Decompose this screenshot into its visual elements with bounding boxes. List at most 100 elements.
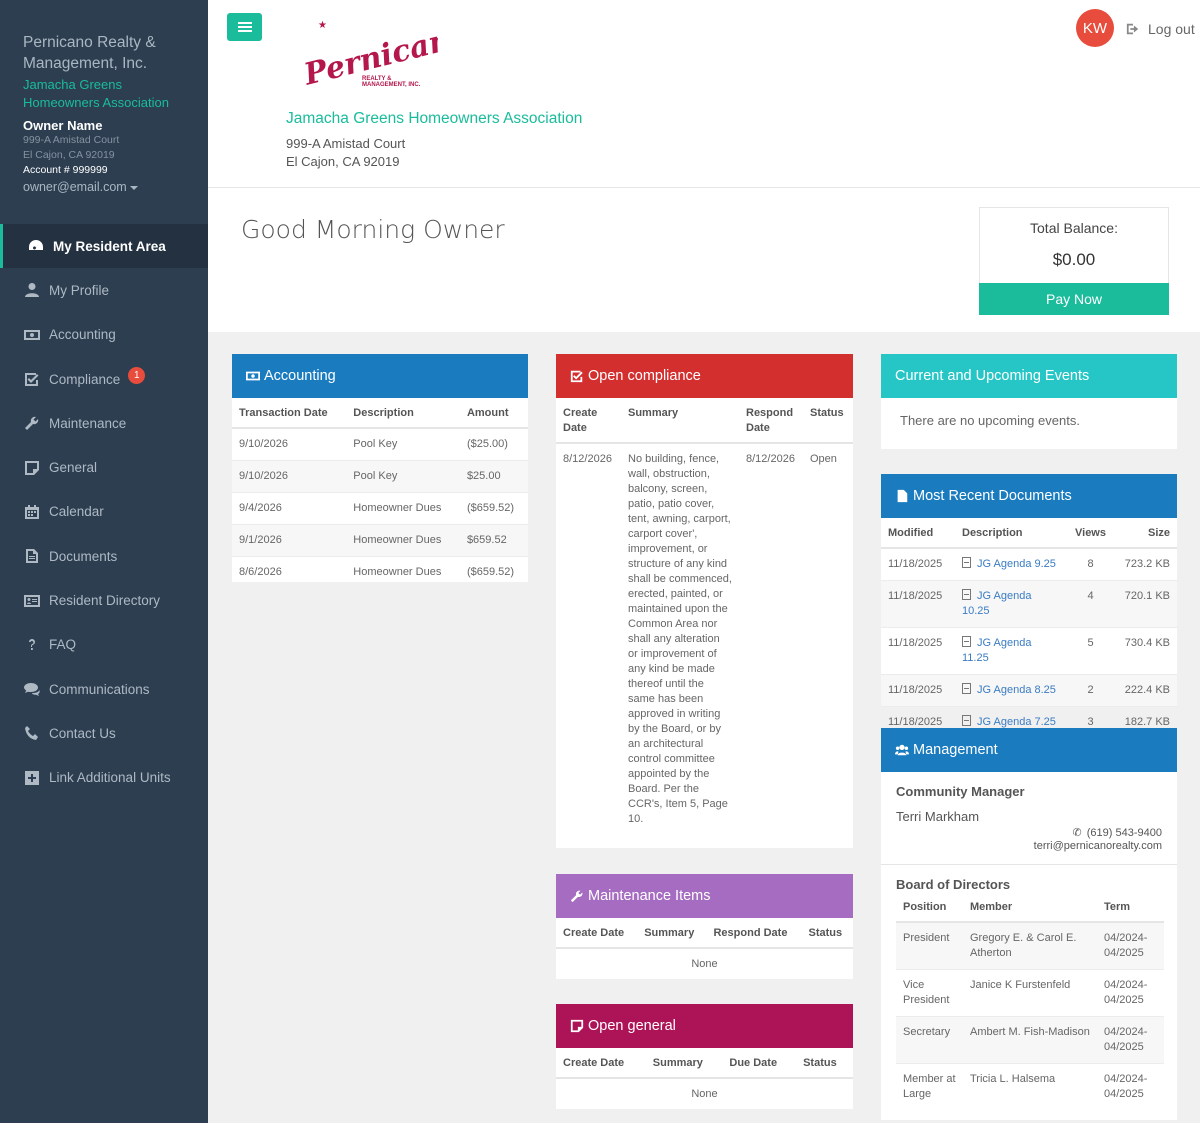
sidebar-item-accounting[interactable]: Accounting — [0, 313, 208, 357]
management-panel-header[interactable]: Management — [881, 728, 1177, 772]
general-panel: Open general Create Date Summary Due Dat… — [556, 1004, 853, 1110]
column-header[interactable]: Respond Date — [739, 398, 803, 444]
date-cell: 9/10/2026 — [232, 460, 347, 493]
column-header[interactable]: Summary — [621, 398, 739, 444]
sidebar-item-calendar[interactable]: Calendar — [0, 490, 208, 534]
user-avatar[interactable]: KW — [1076, 9, 1114, 47]
table-row[interactable]: 9/1/2026 Homeowner Dues $659.52 — [232, 524, 528, 557]
documents-panel-header[interactable]: Most Recent Documents — [881, 474, 1177, 518]
document-link[interactable]: JG Agenda 9.25 — [977, 558, 1056, 570]
sidebar-item-compliance[interactable]: Compliance 1 — [0, 357, 208, 401]
money-icon — [246, 371, 260, 381]
community-manager-name: Terri Markham — [896, 809, 980, 824]
amount-cell: $25.00 — [459, 460, 528, 493]
sidebar-item-maintenance[interactable]: Maintenance — [0, 401, 208, 445]
general-panel-header[interactable]: Open general — [556, 1004, 853, 1048]
note-icon — [23, 460, 41, 476]
column-header[interactable]: Description — [955, 518, 1068, 549]
email-label: owner@email.com — [23, 180, 127, 194]
column-header[interactable]: Views — [1068, 518, 1113, 549]
sidebar-item-my-profile[interactable]: My Profile — [0, 268, 208, 312]
size-cell: 720.1 KB — [1113, 580, 1177, 628]
table-row[interactable]: 11/18/2025 JG Agenda 8.25 2 222.4 KB — [881, 674, 1177, 707]
table-row[interactable]: 8/12/2026 No building, fence, wall, obst… — [556, 442, 853, 835]
position-cell: President — [896, 921, 963, 970]
manager-email[interactable]: terri@pernicanorealty.com — [1033, 840, 1162, 852]
column-header[interactable]: Status — [803, 398, 853, 444]
sidebar-item-label: Accounting — [49, 327, 116, 343]
column-header[interactable]: Respond Date — [706, 918, 802, 949]
accounting-panel-header[interactable]: Accounting — [232, 354, 528, 398]
table-row: President Gregory E. & Carol E. Atherton 0… — [896, 921, 1164, 970]
events-panel-header[interactable]: Current and Upcoming Events — [881, 354, 1177, 398]
sidebar-item-faq[interactable]: FAQ — [0, 623, 208, 667]
balance-box: Total Balance: $0.00 Pay Now — [979, 207, 1169, 315]
create-date-cell: 8/12/2026 — [556, 442, 621, 835]
logout-label: Log out — [1148, 21, 1195, 37]
document-link[interactable]: JG Agenda 11.25 — [962, 637, 1032, 664]
pdf-file-icon — [962, 715, 971, 726]
table-row[interactable]: 8/6/2026 Homeowner Dues ($659.52) — [232, 556, 528, 588]
sidebar-item-documents[interactable]: Documents — [0, 534, 208, 578]
sidebar-item-label: Maintenance — [49, 415, 127, 431]
hoa-name: Jamacha Greens Homeowners Association — [23, 77, 169, 110]
pay-now-button[interactable]: Pay Now — [979, 283, 1169, 315]
table-row[interactable]: 11/18/2025 JG Agenda 10.25 4 720.1 KB — [881, 580, 1177, 628]
svg-text:REALTY &: REALTY & — [362, 76, 392, 82]
column-header[interactable]: Status — [801, 918, 853, 949]
sidebar-item-resident-directory[interactable]: Resident Directory — [0, 578, 208, 622]
table-row[interactable]: 9/10/2026 Pool Key ($25.00) — [232, 427, 528, 461]
sidebar-item-link-additional-units[interactable]: Link Additional Units — [0, 756, 208, 800]
table-row[interactable]: 9/10/2026 Pool Key $25.00 — [232, 460, 528, 493]
document-link[interactable]: JG Agenda 8.25 — [977, 684, 1056, 696]
sidebar-item-communications[interactable]: Communications — [0, 667, 208, 711]
description-cell: Homeowner Dues — [346, 556, 460, 588]
date-cell: 9/1/2026 — [232, 524, 347, 557]
document-link[interactable]: JG Agenda 7.25 — [977, 716, 1056, 728]
address-card-icon — [23, 593, 41, 609]
events-empty-message: There are no upcoming events. — [900, 413, 1080, 428]
views-cell: 8 — [1068, 547, 1113, 581]
check-square-icon — [570, 370, 583, 383]
table-row[interactable]: 11/18/2025 JG Agenda 11.25 5 730.4 KB — [881, 627, 1177, 675]
term-cell: 04/2024-04/2025 — [1097, 1063, 1164, 1110]
column-header[interactable]: Create Date — [556, 918, 638, 949]
column-header[interactable]: Modified — [881, 518, 955, 549]
logout-link[interactable]: Log out — [1126, 21, 1195, 37]
sign-out-icon — [1126, 23, 1139, 35]
modified-cell: 11/18/2025 — [881, 674, 955, 707]
column-header[interactable]: Create Date — [556, 398, 621, 444]
date-cell: 8/6/2026 — [232, 556, 347, 588]
document-icon — [23, 548, 41, 564]
column-header[interactable]: Summary — [637, 918, 707, 949]
maintenance-panel-header[interactable]: Maintenance Items — [556, 874, 853, 918]
menu-toggle-button[interactable] — [227, 13, 262, 41]
column-header[interactable]: Description — [346, 398, 460, 429]
column-header[interactable]: Status — [796, 1048, 853, 1079]
column-header[interactable]: Transaction Date — [232, 398, 347, 429]
caret-down-icon — [129, 185, 138, 190]
column-header[interactable]: Amount — [459, 398, 528, 429]
email-dropdown[interactable]: owner@email.com — [23, 180, 188, 194]
accounting-table: Transaction Date Description Amount 9/10… — [232, 398, 528, 588]
documents-panel: Most Recent Documents Modified Descripti… — [881, 474, 1177, 738]
account-number: Account # 999999 — [23, 164, 108, 176]
sidebar-item-my-resident-area[interactable]: My Resident Area — [0, 224, 208, 269]
manager-phone[interactable]: ✆ (619) 543-9400 — [896, 826, 1162, 839]
table-row[interactable]: 9/4/2026 Homeowner Dues ($659.52) — [232, 492, 528, 525]
column-header[interactable]: Summary — [645, 1048, 723, 1079]
column-header[interactable]: Due Date — [722, 1048, 797, 1079]
position-cell: Member at Large — [896, 1063, 963, 1110]
table-row[interactable]: 11/18/2025 JG Agenda 9.25 8 723.2 KB — [881, 547, 1177, 581]
sidebar-item-contact-us[interactable]: Contact Us — [0, 711, 208, 755]
column-header: Term — [1097, 892, 1164, 923]
column-header[interactable]: Size — [1113, 518, 1177, 549]
term-cell: 04/2024-04/2025 — [1097, 969, 1164, 1017]
greeting-text: Good Morning Owner — [241, 215, 505, 244]
compliance-panel-header[interactable]: Open compliance — [556, 354, 853, 398]
phone-icon — [23, 725, 41, 741]
column-header[interactable]: Create Date — [556, 1048, 646, 1079]
sidebar-item-general[interactable]: General — [0, 445, 208, 489]
document-link[interactable]: JG Agenda 10.25 — [962, 590, 1032, 617]
sidebar-nav: My Resident Area My Profile Accounting Comp… — [0, 224, 208, 800]
